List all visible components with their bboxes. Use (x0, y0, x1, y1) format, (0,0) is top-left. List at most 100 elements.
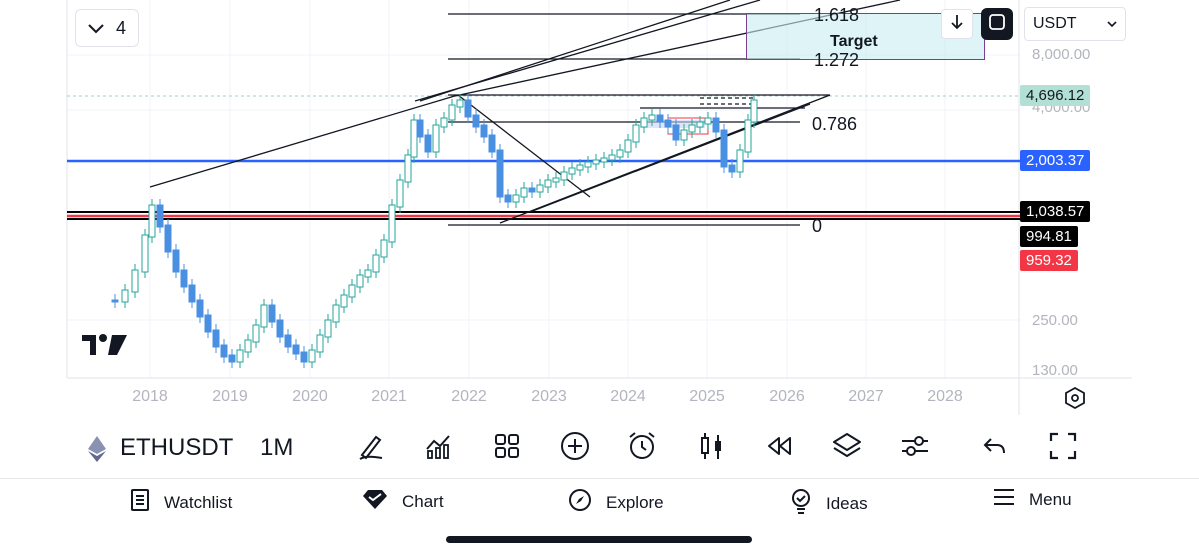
price-chart[interactable] (0, 0, 1199, 420)
candle-body (156, 204, 164, 228)
candle-body (220, 344, 228, 358)
candle-body (180, 269, 188, 288)
templates-button[interactable] (487, 430, 527, 466)
target-label: Target (830, 33, 878, 50)
candle-body (664, 119, 672, 128)
scroll-down-button[interactable] (941, 9, 973, 39)
ethereum-icon (86, 435, 108, 468)
candle-body (750, 99, 758, 123)
square-icon (988, 13, 1006, 36)
indicators-button[interactable] (418, 430, 458, 466)
candle-body (480, 124, 488, 138)
indicators-toggle[interactable]: 4 (75, 9, 139, 47)
nav-label: Ideas (826, 493, 868, 513)
candle-body (131, 269, 139, 293)
list-icon (130, 488, 150, 517)
time-axis-tick: 2019 (212, 388, 248, 405)
candle-body (380, 239, 388, 258)
plus-circle-icon (559, 430, 591, 467)
grid-icon (493, 432, 521, 465)
alert-button[interactable] (622, 430, 662, 466)
arrow-down-icon (950, 14, 964, 35)
draw-tool-button[interactable] (351, 430, 391, 466)
candle-body (696, 121, 704, 128)
interval-button[interactable]: 1M (260, 434, 294, 461)
black-line-price-tag: 994.81 (1020, 226, 1078, 247)
price-axis-tick: 250.00 (1032, 312, 1078, 329)
candle-body (624, 139, 632, 153)
candle-body (316, 334, 324, 353)
candle-body (528, 187, 536, 193)
candle-body (488, 134, 496, 153)
candle-body (244, 339, 252, 353)
chart-type-button[interactable] (692, 430, 732, 466)
candle-body (608, 154, 616, 161)
fib-1272-label: 1.272 (814, 50, 860, 70)
nav-menu[interactable]: Menu (993, 488, 1072, 511)
tradingview-logo (82, 333, 128, 362)
candle-body (464, 99, 472, 118)
alarm-clock-icon (626, 430, 658, 467)
candle-body (212, 329, 220, 348)
candle-body (300, 351, 308, 363)
settings-button[interactable] (895, 430, 935, 466)
time-axis-tick: 2027 (848, 388, 884, 405)
chart-diamond-icon (362, 488, 388, 515)
blue-line-price-tag: 2,003.37 (1020, 150, 1091, 171)
candle-body (204, 314, 212, 333)
fullscreen-button[interactable] (1043, 430, 1083, 466)
candle-body (340, 294, 348, 308)
candle-body (576, 164, 584, 171)
nav-label: Watchlist (164, 492, 233, 512)
hamburger-icon (993, 488, 1015, 511)
chevron-down-icon (1107, 15, 1117, 33)
candle-body (410, 119, 418, 158)
bottom-navigation (0, 478, 1199, 528)
candle-body (680, 129, 688, 141)
candlestick-icon (699, 431, 725, 466)
candle-body (656, 114, 664, 123)
nav-watchlist[interactable]: Watchlist (130, 488, 232, 517)
candle-body (440, 117, 448, 128)
currency-select[interactable]: USDT (1024, 7, 1126, 41)
candle-body (688, 124, 696, 133)
candle-body (632, 124, 640, 143)
nav-ideas[interactable]: Ideas (790, 488, 868, 519)
nav-explore[interactable]: Explore (568, 488, 664, 517)
candle-body (504, 194, 512, 203)
fib-lines (448, 13, 830, 226)
candle-body (148, 204, 156, 238)
candle-body (712, 117, 720, 133)
candle-body (744, 119, 752, 153)
layers-button[interactable] (827, 430, 867, 466)
candle-body (388, 204, 396, 243)
object-tree-button[interactable] (981, 8, 1013, 40)
add-button[interactable] (555, 430, 595, 466)
current-price-tag: 4,696.12 (1020, 85, 1091, 106)
indicators-icon (423, 431, 453, 466)
candle-body (284, 334, 292, 348)
price-axis-tick: 130.00 (1032, 362, 1078, 379)
candle-body (308, 349, 316, 363)
nav-chart[interactable]: Chart (362, 488, 444, 515)
hexagon-settings-icon (1062, 386, 1088, 415)
replay-button[interactable] (759, 430, 799, 466)
candle-body (111, 299, 119, 303)
candle-body (496, 149, 504, 198)
candle-body (121, 289, 129, 303)
candle-body (141, 234, 149, 273)
chart-settings-button[interactable] (1062, 385, 1088, 411)
fullscreen-icon (1048, 431, 1078, 466)
time-axis-tick: 2028 (927, 388, 963, 405)
fib-0786-label: 0.786 (812, 114, 858, 134)
candle-body (616, 149, 624, 158)
candle-body (672, 124, 680, 141)
candle-body (736, 149, 744, 173)
undo-icon (982, 435, 1008, 462)
symbol-name[interactable]: ETHUSDT (120, 434, 234, 461)
time-axis-tick: 2022 (451, 388, 487, 405)
candle-body (456, 99, 464, 108)
candle-body (704, 117, 712, 125)
undo-button[interactable] (975, 430, 1015, 466)
